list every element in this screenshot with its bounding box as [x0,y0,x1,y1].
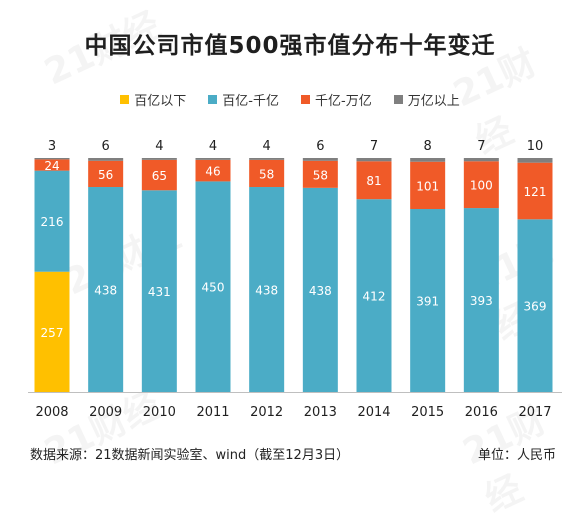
data-label: 3 [48,139,56,154]
data-label: 6 [102,139,110,154]
data-label: 4 [209,139,217,154]
bar-segment [141,159,177,191]
bar-segment [517,158,553,163]
data-label: 257 [41,326,64,340]
data-label: 8 [424,139,432,154]
bar-segment [195,158,231,160]
chart-title: 中国公司市值500强市值分布十年变迁 [84,33,496,59]
bar-segment [302,187,338,392]
bar-segment [410,209,446,392]
legend-label: 百亿-千亿 [222,94,279,109]
x-tick-label: 2013 [304,405,337,420]
legend-label: 万亿以上 [407,94,460,109]
data-label: 58 [313,168,328,182]
data-label: 431 [148,285,171,299]
legend-item: 百亿-千亿 [208,90,279,109]
data-label: 6 [316,139,324,154]
data-label: 4 [155,139,163,154]
data-label: 7 [370,139,378,154]
legend: 百亿以下 百亿-千亿 千亿-万亿 万亿以上 [0,90,580,109]
bar-segment [517,219,553,392]
data-label: 4 [263,139,271,154]
bar-segment [356,199,392,392]
legend-swatch [208,95,218,104]
data-label: 412 [363,290,386,304]
bar-segment [517,162,553,220]
bar-segment [249,158,285,160]
bar-segment [34,271,70,392]
data-label: 369 [524,300,547,314]
x-tick-label: 2010 [143,405,176,420]
bar-segment [302,158,338,161]
bar-segment [249,187,285,392]
legend-swatch [301,95,310,104]
bar-segment [356,161,392,200]
bar-segment [195,181,231,392]
bar-segment [34,170,70,272]
data-label: 393 [470,294,493,308]
legend-item: 千亿-万亿 [301,90,372,109]
data-label: 65 [152,169,167,183]
bar-segment [410,161,446,210]
bar-segment [141,158,177,160]
data-label: 438 [94,284,117,298]
data-label: 450 [202,281,225,295]
data-label: 58 [259,167,274,181]
x-tick-label: 2012 [250,405,283,420]
data-label: 46 [205,165,220,179]
data-label: 216 [41,215,64,229]
bar-segment [356,158,392,162]
bar-segment [88,158,124,161]
data-label: 7 [477,139,485,154]
x-tick-label: 2016 [465,405,498,420]
bar-segment [195,159,231,182]
data-label: 24 [44,159,59,173]
data-label: 438 [255,284,278,298]
legend-item: 万亿以上 [393,90,460,109]
legend-swatch [393,95,403,104]
bar-segment [88,187,124,392]
legend-swatch [120,95,130,104]
bar-segment [410,158,446,162]
legend-item: 百亿以下 [120,90,186,109]
data-label: 56 [98,168,113,182]
data-label: 100 [470,179,493,193]
x-tick-label: 2017 [518,405,551,420]
x-tick-label: 2015 [411,405,444,420]
bar-segment [141,190,177,392]
x-tick-label: 2009 [89,405,122,420]
x-tick-label: 2008 [35,405,68,420]
data-label: 101 [416,179,439,193]
bar-segment [463,158,499,162]
bar-segment [88,160,124,188]
legend-label: 百亿以下 [134,94,187,109]
data-label: 81 [366,174,381,188]
data-label: 121 [524,185,547,199]
bar-segment [249,159,285,188]
unit-note: 单位：人民币 [477,448,556,463]
data-label: 438 [309,284,332,298]
bar-segment [463,208,499,392]
bar-segment [302,160,338,188]
bar-segment [34,158,70,160]
legend-label: 千亿-万亿 [315,94,372,109]
data-label: 10 [527,139,544,154]
stacked-bar-chart: 2572162432008438566200943165420104504642… [28,139,562,420]
x-tick-label: 2014 [357,405,390,420]
x-tick-label: 2011 [196,405,229,420]
data-label: 391 [416,295,439,309]
bar-segment [34,159,70,171]
bar-segment [463,161,499,209]
data-source-note: 数据来源：21数据新闻实验室、wind（截至12月3日） [30,448,350,463]
